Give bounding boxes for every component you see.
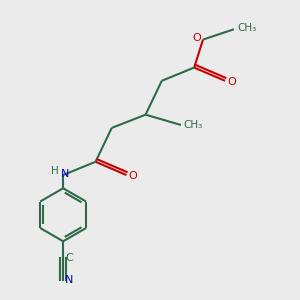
Text: N: N xyxy=(61,169,70,179)
Text: O: O xyxy=(227,77,236,87)
Text: C: C xyxy=(65,253,73,263)
Text: H: H xyxy=(51,167,59,176)
Text: N: N xyxy=(65,275,73,285)
Text: O: O xyxy=(128,172,137,182)
Text: CH₃: CH₃ xyxy=(238,23,257,33)
Text: O: O xyxy=(192,33,201,43)
Text: CH₃: CH₃ xyxy=(184,120,203,130)
